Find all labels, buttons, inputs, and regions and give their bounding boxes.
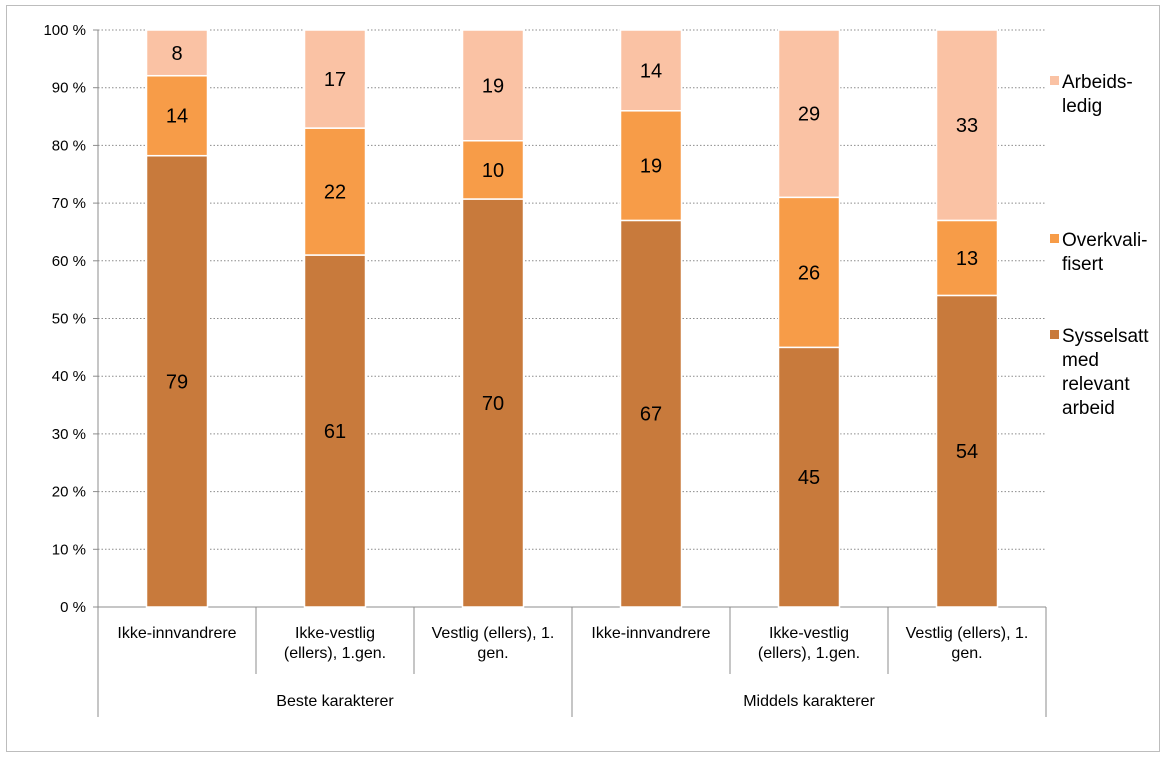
data-label: 45 (798, 467, 820, 489)
bar-segment (461, 139, 525, 200)
data-label: 70 (482, 393, 504, 415)
bar-segment (777, 29, 841, 199)
bar-segment (935, 219, 999, 297)
x-category-label: (ellers), 1.gen. (758, 645, 860, 662)
bar-segment (145, 154, 209, 608)
y-tick-label: 40 % (52, 368, 86, 385)
y-tick-label: 80 % (52, 137, 86, 154)
x-category-label: Vestlig (ellers), 1. (432, 625, 555, 642)
y-tick-label: 10 % (52, 541, 86, 558)
bar-segment (935, 29, 999, 222)
x-category-label: gen. (477, 645, 508, 662)
legend-label: ledig (1062, 96, 1102, 117)
legend-swatch (1050, 234, 1059, 243)
data-label: 14 (166, 106, 188, 128)
legend-label: Overkvali- (1062, 230, 1148, 251)
bar-segment (619, 219, 683, 608)
bar-segment (461, 29, 525, 142)
data-label: 14 (640, 60, 662, 82)
data-label: 17 (324, 69, 346, 91)
data-label: 22 (324, 182, 346, 204)
x-category-label: Ikke-innvandrere (117, 625, 236, 642)
bar-segment (619, 29, 683, 112)
legend-label: Arbeids- (1062, 72, 1133, 93)
bar-segment (145, 74, 209, 157)
x-category-label: (ellers), 1.gen. (284, 645, 386, 662)
x-group-label: Beste karakterer (276, 693, 394, 710)
x-category-label: gen. (951, 645, 982, 662)
data-label: 67 (640, 404, 662, 426)
data-label: 33 (956, 115, 978, 137)
y-tick-label: 90 % (52, 80, 86, 97)
x-category-label: Vestlig (ellers), 1. (906, 625, 1029, 642)
x-category-label: Ikke-vestlig (769, 625, 849, 642)
y-tick-label: 70 % (52, 195, 86, 212)
legend-label: med (1062, 350, 1099, 371)
data-label: 54 (956, 441, 978, 463)
bar-segment (935, 294, 999, 608)
y-tick-label: 60 % (52, 253, 86, 270)
data-label: 79 (166, 371, 188, 393)
data-label: 19 (640, 156, 662, 178)
y-tick-label: 100 % (43, 22, 86, 39)
x-category-label: Ikke-vestlig (295, 625, 375, 642)
legend-label: Sysselsatt (1062, 326, 1149, 347)
y-tick-label: 30 % (52, 426, 86, 443)
data-label: 61 (324, 421, 346, 443)
data-label: 19 (482, 75, 504, 97)
x-category-label: Ikke-innvandrere (591, 625, 710, 642)
legend-label: fisert (1062, 254, 1104, 275)
data-label: 13 (956, 248, 978, 270)
bar-segment (777, 196, 841, 349)
data-label: 26 (798, 262, 820, 284)
y-tick-label: 50 % (52, 311, 86, 328)
data-label: 8 (171, 43, 182, 65)
data-label: 10 (482, 160, 504, 182)
bar-segment (303, 254, 367, 608)
legend-label: arbeid (1062, 398, 1115, 419)
bar-segment (303, 29, 367, 129)
bar-segment (145, 29, 209, 77)
legend-swatch (1050, 76, 1059, 85)
x-group-label: Middels karakterer (743, 693, 875, 710)
data-label: 29 (798, 104, 820, 126)
bar-segment (777, 346, 841, 608)
legend-swatch (1050, 330, 1059, 339)
bar-segment (461, 198, 525, 608)
bar-segment (619, 110, 683, 222)
legend-label: relevant (1062, 374, 1130, 395)
y-tick-label: 20 % (52, 484, 86, 501)
y-tick-label: 0 % (60, 599, 86, 616)
